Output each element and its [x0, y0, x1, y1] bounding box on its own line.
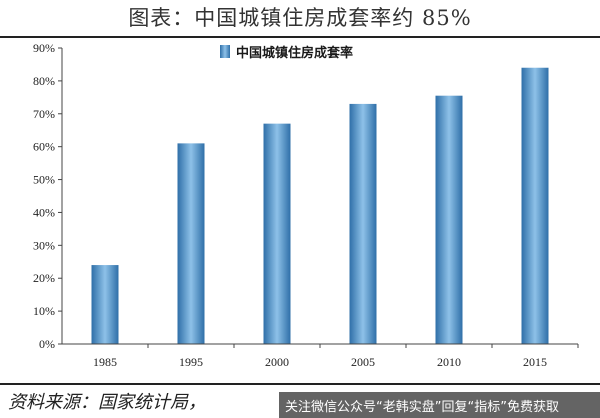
chart-title: 图表：中国城镇住房成套率约 85% [128, 6, 472, 30]
title-rule [0, 36, 600, 38]
x-tick-label: 2005 [351, 355, 375, 369]
watermark-text: 关注微信公众号“老韩实盘”回复“指标”免费获取 [285, 399, 559, 415]
bar-2015 [521, 67, 549, 344]
y-tick-label: 50% [33, 173, 55, 187]
x-tick-label: 2010 [437, 355, 461, 369]
bar-2005 [349, 103, 377, 345]
bar-2010 [435, 95, 463, 344]
y-tick-label: 10% [33, 304, 55, 318]
x-tick-label: 1995 [179, 355, 203, 369]
y-tick-label: 80% [33, 74, 55, 88]
y-tick-label: 70% [33, 107, 55, 121]
y-tick-label: 30% [33, 238, 55, 252]
footer-rule [0, 383, 600, 385]
y-tick-label: 60% [33, 140, 55, 154]
legend: 中国城镇住房成套率 [220, 45, 353, 61]
y-tick-label: 20% [33, 271, 55, 285]
bar-1985 [91, 265, 119, 344]
legend-label: 中国城镇住房成套率 [236, 45, 353, 61]
x-tick-label: 2000 [265, 355, 289, 369]
x-tick-label: 1985 [93, 355, 117, 369]
legend-swatch [220, 45, 230, 58]
wechat-watermark-banner: 关注微信公众号“老韩实盘”回复“指标”免费获取 [279, 392, 600, 418]
bar-1995 [177, 143, 205, 344]
y-tick-label: 90% [33, 41, 55, 55]
bar-chart: 0% 10% 20% 30% 40% 50% 60% 70% 80% 90% 1985 1995 20… [33, 41, 579, 369]
x-tick-label: 2015 [523, 355, 547, 369]
source-note: 资料来源：国家统计局， [8, 392, 206, 413]
bar-2000 [263, 123, 291, 345]
y-tick-label: 0% [39, 337, 55, 351]
y-tick-label: 40% [33, 205, 55, 219]
